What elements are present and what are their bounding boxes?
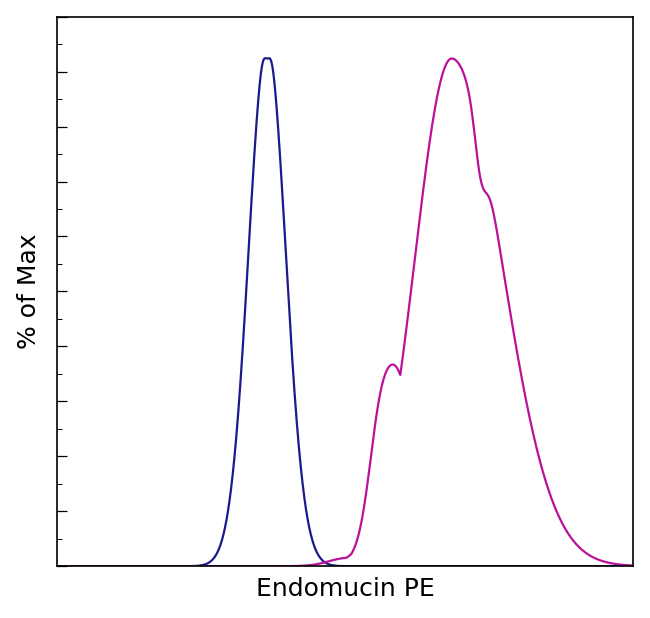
X-axis label: Endomucin PE: Endomucin PE [255,577,434,601]
Y-axis label: % of Max: % of Max [17,234,41,349]
